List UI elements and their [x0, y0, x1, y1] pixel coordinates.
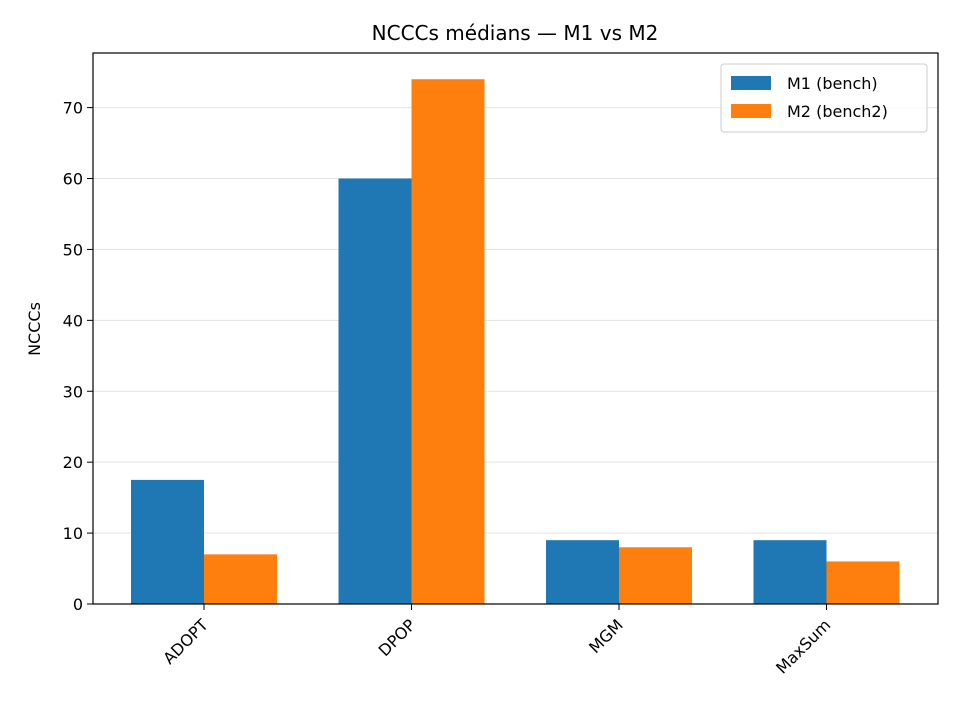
bar-maxsum-series-1 [753, 540, 827, 604]
bar-dpop-series-1 [338, 178, 412, 604]
bar-dpop-series-2 [411, 79, 485, 604]
y-axis: 0 10 20 30 40 50 60 70 [63, 99, 93, 614]
y-tick-label: 0 [73, 595, 83, 614]
y-tick-label: 20 [63, 453, 83, 472]
bars [131, 79, 900, 604]
legend-box [720, 63, 928, 133]
bar-maxsum-series-2 [826, 561, 900, 604]
bar-mgm-series-2 [619, 547, 692, 604]
y-tick-label: 10 [63, 524, 83, 543]
y-axis-label: NCCCs [25, 302, 44, 356]
bar-mgm-series-1 [546, 540, 619, 604]
y-tick-label: 40 [63, 311, 83, 330]
bar-adopt-series-2 [204, 554, 277, 604]
y-tick-label: 60 [63, 170, 83, 189]
y-tick-label: 50 [63, 240, 83, 259]
legend-label: M2 (bench2) [787, 102, 888, 121]
chart-title: NCCCs médians — M1 vs M2 [372, 21, 659, 45]
bar-adopt-series-1 [131, 479, 204, 604]
plot-frame [92, 52, 939, 605]
legend: M1 (bench) M2 (bench2) [720, 63, 928, 133]
y-tick-label: 30 [63, 382, 83, 401]
legend-label: M1 (bench) [787, 74, 878, 93]
y-tick-label: 70 [63, 99, 83, 118]
legend-swatch [731, 104, 771, 118]
legend-swatch [731, 76, 771, 90]
